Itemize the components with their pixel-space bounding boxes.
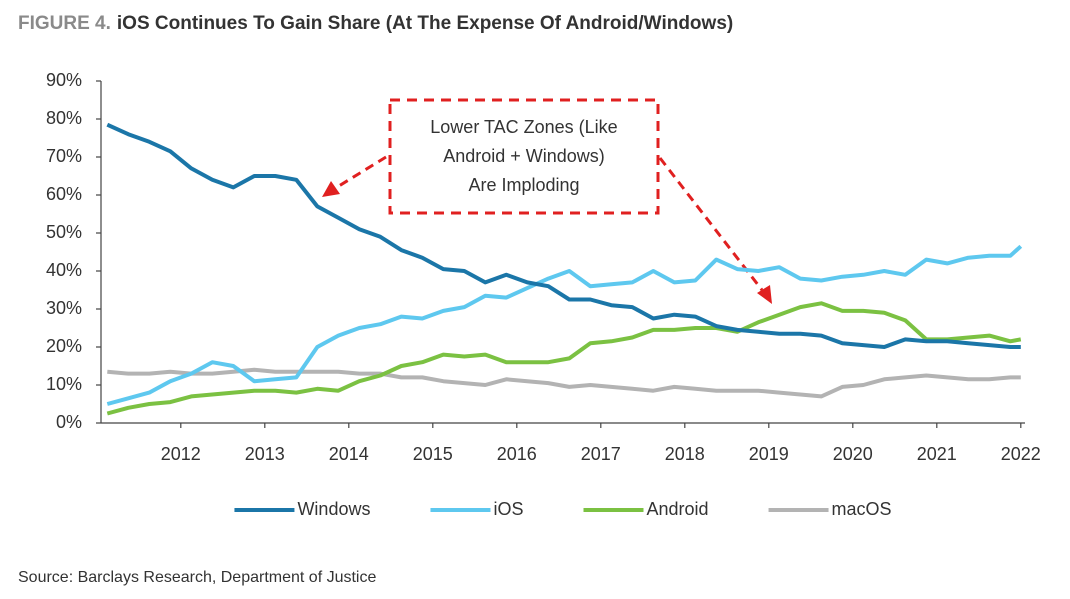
source-note: Source: Barclays Research, Department of… [18, 569, 376, 586]
arrow-head [322, 181, 340, 197]
legend-label: macOS [832, 499, 892, 519]
x-tick-label: 2018 [665, 444, 705, 464]
y-tick-label: 70% [46, 146, 82, 166]
x-tick-label: 2013 [245, 444, 285, 464]
series-line [106, 122, 1021, 349]
series-line [107, 367, 1021, 399]
y-tick-label: 90% [46, 70, 82, 90]
annotation-line: Lower TAC Zones (Like [430, 117, 617, 137]
annotation-arrow [333, 155, 387, 191]
y-tick-label: 30% [46, 298, 82, 318]
legend-label: iOS [493, 499, 523, 519]
legend: Windows iOS Android macOS [234, 499, 892, 519]
annotation-line: Android + Windows) [443, 146, 605, 166]
y-tick-label: 10% [46, 374, 82, 394]
legend-label: Android [646, 499, 708, 519]
x-tick-label: 2022 [1001, 444, 1041, 464]
x-tick-label: 2012 [161, 444, 201, 464]
legend-label: Windows [297, 499, 370, 519]
y-tick-label: 40% [46, 260, 82, 280]
series-line [106, 301, 1022, 416]
chart-title: iOS Continues To Gain Share (At The Expe… [117, 13, 733, 34]
x-tick-label: 2016 [497, 444, 537, 464]
x-tick-label: 2019 [749, 444, 789, 464]
annotation-box [388, 98, 660, 215]
x-tick-label: 2014 [329, 444, 369, 464]
x-tick-label: 2017 [581, 444, 621, 464]
y-tick-label: 60% [46, 184, 82, 204]
figure-label: FIGURE 4. [18, 13, 111, 34]
x-tick-label: 2015 [413, 444, 453, 464]
x-tick-label: 2020 [833, 444, 873, 464]
series-line [106, 244, 1023, 406]
y-tick-label: 80% [46, 108, 82, 128]
y-tick-label: 0% [56, 412, 82, 432]
annotation-line: Are Imploding [468, 175, 579, 195]
y-tick-label: 50% [46, 222, 82, 242]
title-line: FIGURE 4. iOS Continues To Gain Share (At… [18, 13, 733, 34]
x-tick-label: 2021 [917, 444, 957, 464]
y-tick-label: 20% [46, 336, 82, 356]
arrow-head [757, 285, 772, 304]
